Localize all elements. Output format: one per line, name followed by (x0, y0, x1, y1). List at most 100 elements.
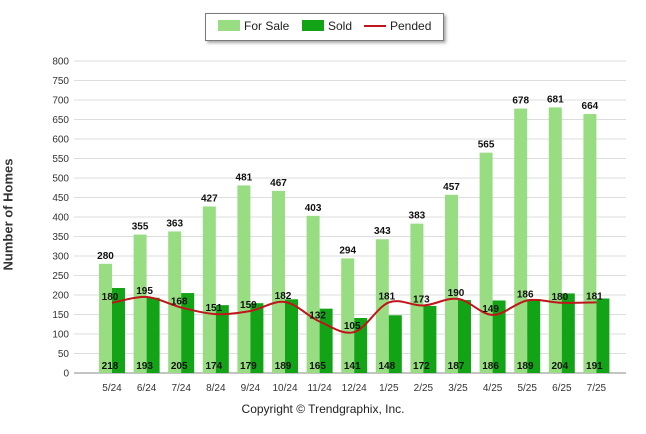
bar-for-sale (548, 107, 562, 373)
data-label-pended: 105 (344, 321, 361, 332)
y-tick-label: 600 (52, 135, 69, 146)
data-label-pended: 173 (413, 295, 430, 306)
x-tick-label: 6/25 (552, 383, 572, 394)
data-label-sold: 189 (275, 361, 292, 372)
y-tick-label: 750 (52, 76, 69, 87)
y-tick-label: 350 (52, 232, 69, 243)
x-tick-label: 10/24 (272, 383, 297, 394)
data-label-for-sale: 678 (512, 96, 529, 107)
y-tick-label: 150 (52, 310, 69, 321)
legend-swatch-for-sale (218, 20, 240, 31)
data-label-pended: 190 (448, 288, 465, 299)
y-tick-label: 800 (52, 57, 69, 68)
bar-for-sale (514, 108, 528, 373)
data-label-for-sale: 355 (132, 222, 149, 233)
x-tick-label: 7/25 (587, 383, 607, 394)
data-label-for-sale: 664 (582, 101, 599, 112)
bar-sold (388, 315, 402, 373)
data-label-for-sale: 280 (97, 251, 114, 262)
bar-sold (181, 293, 195, 373)
data-label-pended: 195 (136, 286, 153, 297)
data-label-pended: 181 (586, 291, 603, 302)
x-tick-label: 1/25 (379, 383, 399, 394)
data-label-sold: 174 (205, 361, 222, 372)
bar-for-sale (410, 223, 424, 373)
x-tick-label: 2/25 (414, 383, 434, 394)
x-tick-label: 5/24 (102, 383, 122, 394)
data-label-sold: 204 (551, 361, 568, 372)
data-label-sold: 141 (344, 361, 361, 372)
bar-for-sale (445, 194, 458, 373)
data-label-for-sale: 383 (409, 211, 426, 222)
data-label-sold: 172 (413, 361, 430, 372)
data-label-pended: 182 (275, 291, 292, 302)
y-tick-label: 450 (52, 193, 69, 204)
data-label-sold: 189 (517, 361, 534, 372)
bar-for-sale (99, 263, 112, 373)
y-tick-label: 700 (52, 96, 69, 107)
bar-for-sale (341, 258, 355, 373)
legend-label-for-sale: For Sale (244, 19, 290, 33)
data-label-pended: 132 (309, 311, 326, 322)
data-label-for-sale: 481 (236, 172, 253, 183)
data-label-sold: 186 (482, 361, 499, 372)
y-tick-label: 300 (52, 252, 69, 263)
bar-for-sale (202, 206, 216, 373)
x-tick-label: 9/24 (241, 383, 261, 394)
y-tick-label: 250 (52, 271, 69, 282)
data-label-for-sale: 294 (339, 245, 356, 256)
bar-for-sale (237, 185, 251, 373)
data-label-pended: 181 (378, 291, 395, 302)
y-tick-label: 550 (52, 154, 69, 165)
x-tick-label: 7/24 (171, 383, 191, 394)
y-tick-label: 200 (52, 291, 69, 302)
data-label-sold: 148 (378, 361, 395, 372)
data-label-for-sale: 343 (374, 226, 391, 237)
y-tick-label: 500 (52, 174, 69, 185)
data-label-pended: 168 (171, 296, 188, 307)
bar-for-sale (306, 215, 320, 373)
bar-sold (423, 305, 437, 373)
data-label-sold: 193 (136, 361, 153, 372)
data-label-sold: 218 (102, 361, 119, 372)
bar-sold (250, 303, 264, 373)
bar-sold (112, 287, 125, 373)
data-label-sold: 191 (586, 361, 603, 372)
data-label-pended: 159 (240, 300, 257, 311)
data-label-for-sale: 363 (166, 218, 183, 229)
x-tick-label: 5/25 (517, 383, 537, 394)
y-axis-label: Number of Homes (0, 158, 16, 271)
bar-sold (458, 300, 471, 373)
legend-swatch-pended (364, 25, 386, 27)
bar-sold (492, 300, 506, 373)
bar-sold (146, 297, 160, 373)
data-label-for-sale: 427 (201, 193, 218, 204)
data-label-pended: 151 (205, 303, 222, 314)
data-label-sold: 205 (171, 361, 188, 372)
legend-label-sold: Sold (328, 19, 353, 33)
data-label-pended: 149 (482, 304, 499, 315)
data-label-sold: 165 (309, 361, 326, 372)
legend-label-pended: Pended (390, 19, 432, 33)
bar-sold (527, 299, 541, 373)
legend: For Sale Sold Pended (205, 13, 444, 41)
data-label-for-sale: 467 (270, 178, 287, 189)
data-label-pended: 180 (551, 292, 568, 303)
bar-sold (561, 293, 575, 373)
bar-sold (215, 305, 229, 373)
bar-sold (596, 298, 610, 373)
data-label-sold: 179 (240, 361, 257, 372)
y-tick-label: 400 (52, 213, 69, 224)
data-label-for-sale: 681 (547, 94, 564, 105)
x-tick-label: 11/24 (307, 383, 332, 394)
bar-for-sale (479, 152, 493, 373)
bar-for-sale (272, 190, 285, 373)
x-tick-label: 6/24 (137, 383, 157, 394)
data-label-pended: 186 (517, 289, 534, 300)
data-label-sold: 187 (448, 361, 465, 372)
x-tick-label: 12/24 (342, 383, 367, 394)
data-label-pended: 180 (102, 292, 119, 303)
y-tick-label: 50 (58, 349, 70, 360)
y-tick-label: 0 (63, 369, 69, 380)
